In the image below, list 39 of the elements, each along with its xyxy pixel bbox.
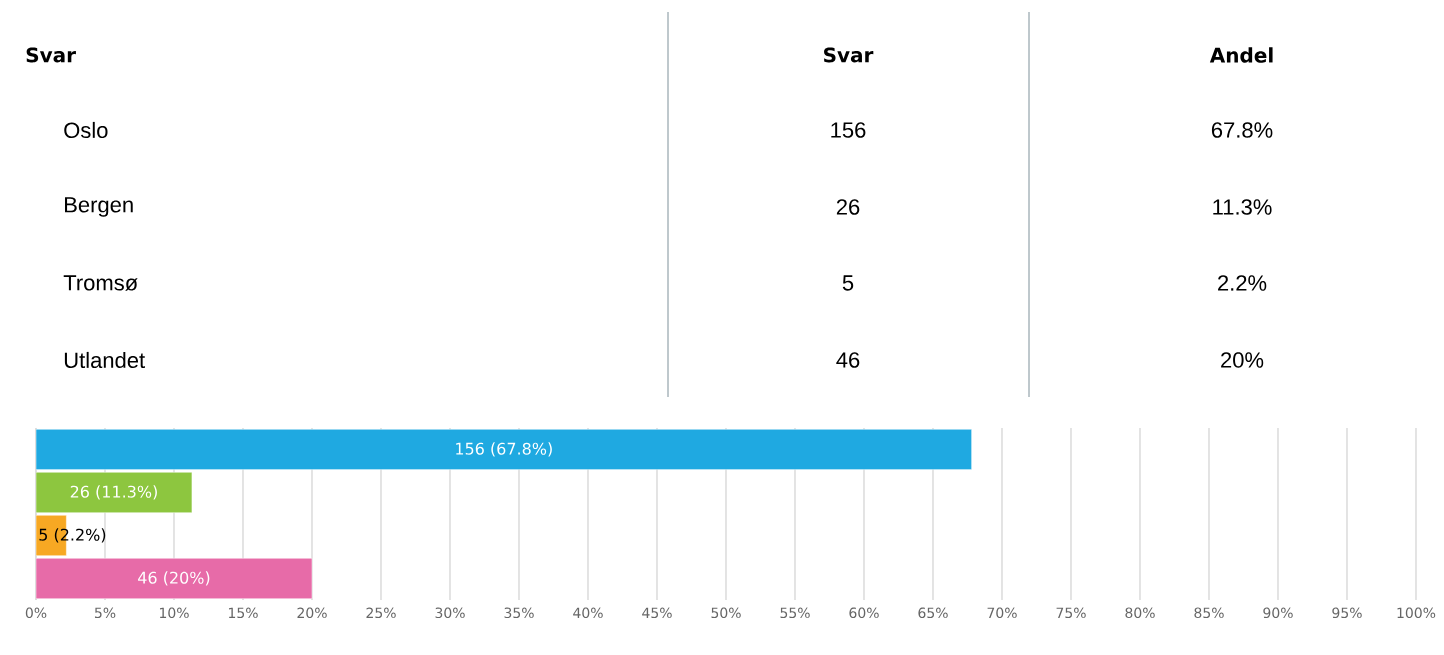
x-tick-label: 70% [987,607,1017,619]
x-tick-label: 5% [94,607,116,619]
text: Bergen [65,197,133,217]
x-tick-label: 75% [1056,607,1086,619]
text: Svar [26,47,76,63]
data-label: 156 (67.8%) [456,442,552,457]
text: 156 [831,122,866,138]
text: 5 [842,275,854,291]
x-tick-label: 50% [711,607,741,619]
x-tick-label: 20% [297,607,327,619]
text: 46 [836,352,860,368]
x-tick-label: 35% [504,607,534,619]
x-tick-label: 100% [1397,607,1436,619]
text: Utlandet [64,351,145,369]
text: 11.3% [1213,199,1272,215]
text: Svar [824,47,874,63]
x-tick-label: 25% [366,607,396,619]
x-tick-label: 95% [1332,607,1362,619]
text: 67.8% [1211,122,1273,138]
data-label: 46 (20%) [138,571,210,586]
x-tick-label: 10% [159,607,189,619]
x-tick-label: 55% [780,607,810,619]
x-tick-label: 65% [918,607,948,619]
x-tick-label: 15% [228,607,258,619]
x-tick-label: 80% [1125,607,1155,619]
x-tick-label: 45% [642,607,672,619]
x-tick-label: 0% [25,607,47,619]
x-tick-label: 30% [435,607,465,619]
text: 2.2% [1218,275,1267,291]
x-tick-label: 90% [1263,607,1293,619]
x-tick-label: 60% [849,607,879,619]
text: Andel [1209,47,1273,63]
text: 26 [836,199,860,215]
text: Tromsø [63,275,138,291]
text: Oslo [64,121,108,139]
x-tick-label: 40% [573,607,603,619]
text: 20% [1221,352,1264,368]
data-label: 26 (11.3%) [70,485,157,500]
x-tick-label: 85% [1194,607,1224,619]
